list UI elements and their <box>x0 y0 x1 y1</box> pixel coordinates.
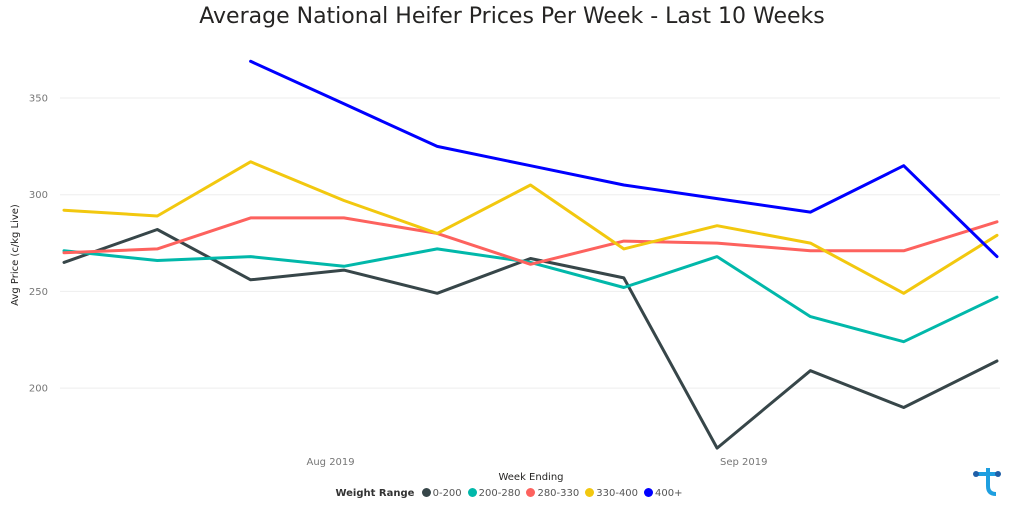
legend-marker <box>644 488 654 497</box>
gridlines <box>60 97 1000 389</box>
legend: Weight Range 0-200 200-280 280-330 330-400 4… <box>0 488 1024 499</box>
legend-label: 330-400 <box>596 488 639 499</box>
legend-marker <box>421 488 431 497</box>
y-tick-label: 350 <box>29 94 48 105</box>
legend-label: 400+ <box>655 488 683 499</box>
legend-item-330-400[interactable]: 330-400 <box>585 488 638 499</box>
legend-label: 0-200 <box>432 488 462 499</box>
legend-marker <box>467 488 477 497</box>
x-axis-title: Week Ending <box>498 472 563 483</box>
legend-item-0-200[interactable]: 0-200 <box>421 488 462 499</box>
legend-title: Weight Range <box>335 488 415 499</box>
legend-item-280-330[interactable]: 280-330 <box>526 488 579 499</box>
series-line-280-330 <box>62 216 999 266</box>
y-tick-label: 200 <box>29 384 48 395</box>
legend-item-400+[interactable]: 400+ <box>644 488 683 499</box>
y-axis-title: Avg Price (c/kg Live) <box>10 204 21 306</box>
legend-marker <box>585 488 595 497</box>
legend-label: 280-330 <box>537 488 580 499</box>
x-tick-label: Sep 2019 <box>720 457 767 468</box>
series-line-0-200 <box>62 228 999 450</box>
chart-title: Average National Heifer Prices Per Week … <box>199 4 825 29</box>
y-axis-ticks: 200 250 300 350 <box>29 94 48 395</box>
brand-logo-icon <box>973 468 1001 496</box>
series-line-200-280 <box>62 247 999 344</box>
y-tick-label: 250 <box>29 287 48 298</box>
legend-items: 0-200 200-280 280-330 330-400 400+ <box>421 488 689 499</box>
series-lines <box>62 59 999 450</box>
x-tick-label: Aug 2019 <box>306 457 354 468</box>
series-line-400+ <box>249 59 999 259</box>
y-tick-label: 300 <box>29 190 48 201</box>
legend-item-200-280[interactable]: 200-280 <box>467 488 521 499</box>
legend-marker <box>526 488 536 497</box>
legend-label: 200-280 <box>478 488 521 499</box>
series-line-330-400 <box>62 160 999 295</box>
x-axis-ticks: Aug 2019 Sep 2019 <box>306 457 767 468</box>
